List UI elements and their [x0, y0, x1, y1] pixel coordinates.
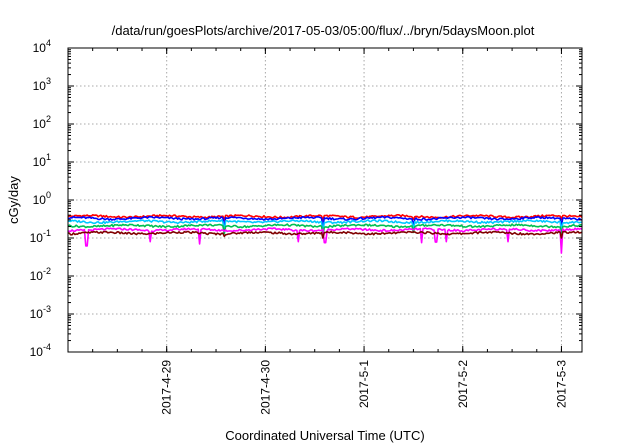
grid — [68, 48, 582, 352]
y-tick-label-base: 10 — [30, 307, 44, 321]
y-tick-label-exponent: -4 — [43, 342, 51, 352]
y-axis-title: cGy/day — [6, 176, 21, 224]
x-tick-label: 2017-5-2 — [456, 360, 470, 408]
y-tick-label: 10-4 — [30, 342, 51, 359]
y-tick-label-exponent: 0 — [46, 190, 51, 200]
series-line-5 — [67, 227, 583, 254]
x-tick-label: 2017-4-29 — [160, 360, 174, 415]
y-tick-label-base: 10 — [30, 231, 44, 245]
y-tick-label: 104 — [33, 38, 51, 55]
y-tick-label-base: 10 — [33, 193, 47, 207]
y-tick-label-base: 10 — [33, 155, 47, 169]
y-tick-label-exponent: -3 — [43, 304, 51, 314]
y-tick-label-exponent: -1 — [43, 228, 51, 238]
y-tick-label-base: 10 — [33, 41, 47, 55]
y-tick-label-exponent: 1 — [46, 152, 51, 162]
y-tick-label: 10-3 — [30, 304, 51, 321]
y-tick-label-base: 10 — [30, 345, 44, 359]
y-tick-label-exponent: 2 — [46, 114, 51, 124]
axis-ticks — [67, 47, 582, 353]
y-tick-label-base: 10 — [33, 117, 47, 131]
y-tick-label: 10-1 — [30, 228, 51, 245]
y-tick-label-exponent: -2 — [43, 266, 51, 276]
y-tick-label-base: 10 — [33, 79, 47, 93]
x-tick-label: 2017-4-30 — [258, 360, 272, 415]
series-line-6 — [67, 230, 583, 239]
y-tick-label-exponent: 4 — [46, 38, 51, 48]
y-tick-label: 101 — [33, 152, 51, 169]
series-line-2 — [67, 215, 583, 229]
series-group — [67, 214, 583, 254]
series-line-1 — [67, 214, 583, 221]
series-line-3 — [67, 219, 583, 234]
x-tick-labels: 2017-4-29 2017-4-30 2017-5-1 2017-5-2 2017-5… — [160, 360, 569, 415]
y-tick-label-base: 10 — [30, 269, 44, 283]
series-line-4 — [67, 223, 583, 236]
y-tick-label: 100 — [33, 190, 51, 207]
x-axis-title: Coordinated Universal Time (UTC) — [225, 428, 424, 443]
y-tick-label: 103 — [33, 76, 51, 93]
y-tick-label: 102 — [33, 114, 51, 131]
y-tick-label: 10-2 — [30, 266, 51, 283]
x-tick-label: 2017-5-3 — [554, 360, 568, 408]
y-tick-label-exponent: 3 — [46, 76, 51, 86]
x-tick-label: 2017-5-1 — [357, 360, 371, 408]
chart-title: /data/run/goesPlots/archive/2017-05-03/0… — [112, 23, 535, 38]
